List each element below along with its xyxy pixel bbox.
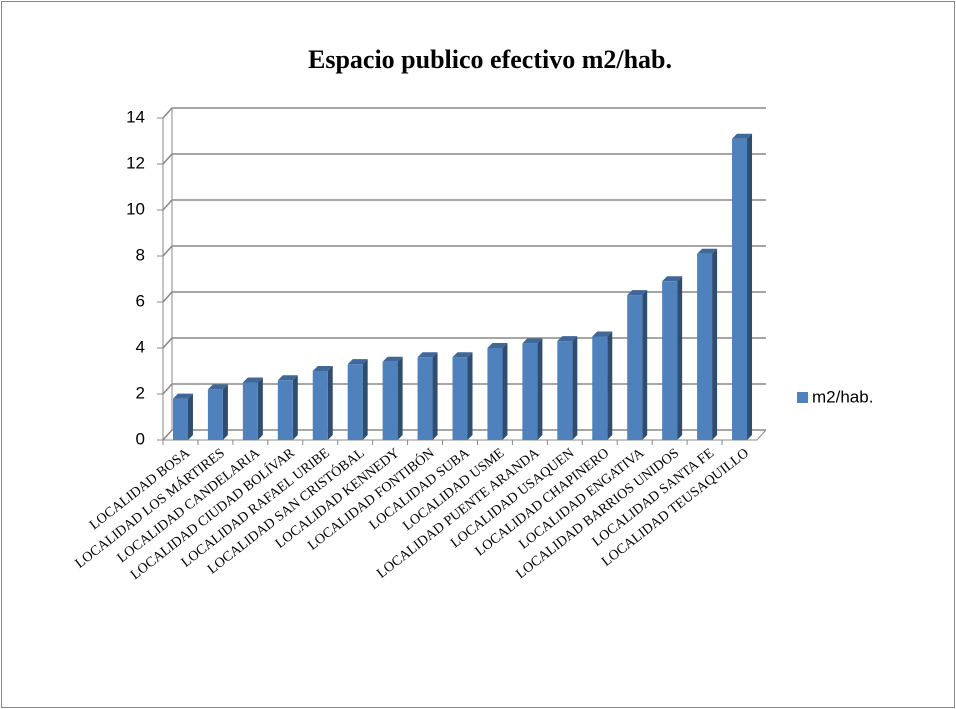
bar-side (607, 331, 613, 440)
bar (662, 281, 678, 440)
bar (522, 343, 538, 440)
bar (732, 138, 748, 440)
bar (382, 361, 398, 440)
bar (312, 371, 328, 440)
grid-line (162, 245, 766, 257)
bar (242, 382, 258, 440)
bar-side (257, 377, 263, 440)
bar (487, 348, 503, 440)
grid-line (162, 153, 766, 165)
bar-top (557, 336, 578, 342)
bar-side (362, 359, 368, 440)
bar-top (522, 338, 543, 344)
bar-top (382, 356, 403, 362)
bar-side (642, 290, 648, 440)
bar-side (222, 384, 228, 440)
y-tick-label: 4 (136, 337, 145, 356)
bar-top (592, 331, 613, 337)
bar-top (417, 352, 438, 358)
bar (207, 389, 223, 440)
legend-label: m2/hab. (812, 387, 873, 406)
bar (557, 341, 573, 440)
y-tick-label: 6 (136, 291, 145, 310)
chart-title: Espacio publico efectivo m2/hab. (308, 45, 672, 74)
bar-top (452, 352, 473, 358)
bar-top (662, 276, 683, 282)
bar-top (487, 343, 508, 348)
y-tick-label: 12 (126, 153, 145, 172)
bar (347, 364, 363, 440)
bar-side (432, 352, 438, 440)
y-tick-label: 10 (126, 199, 145, 218)
y-tick-label: 0 (136, 429, 145, 448)
bar (592, 336, 608, 440)
bar (697, 253, 713, 440)
bar (452, 357, 468, 440)
bar-top (242, 377, 263, 383)
legend-swatch (797, 392, 808, 403)
y-tick-label: 14 (126, 107, 145, 126)
bar (277, 380, 293, 440)
bar-side (712, 248, 718, 440)
bar-top (172, 393, 193, 399)
bar-side (292, 375, 298, 440)
bar-side (467, 352, 473, 440)
bar-side (187, 393, 193, 440)
bar (417, 357, 433, 440)
y-tick-label: 2 (136, 383, 145, 402)
bar-side (397, 356, 403, 440)
bar-side (572, 336, 578, 440)
bar-side (327, 366, 333, 440)
bar (627, 295, 643, 440)
bar-top (347, 359, 368, 365)
bar-top (312, 366, 333, 371)
bar-side (747, 133, 753, 440)
bar-side (537, 338, 543, 440)
bar-top (207, 384, 228, 390)
bar-top (732, 133, 753, 139)
grid-line (162, 107, 766, 119)
grid-line (162, 199, 766, 211)
bar-side (677, 276, 683, 440)
grid-line (162, 291, 766, 303)
bar-top (627, 290, 648, 296)
y-tick-label: 8 (136, 245, 145, 264)
bar (172, 398, 188, 440)
bar-top (277, 375, 298, 381)
bar-side (502, 343, 508, 440)
bar-top (697, 248, 718, 254)
